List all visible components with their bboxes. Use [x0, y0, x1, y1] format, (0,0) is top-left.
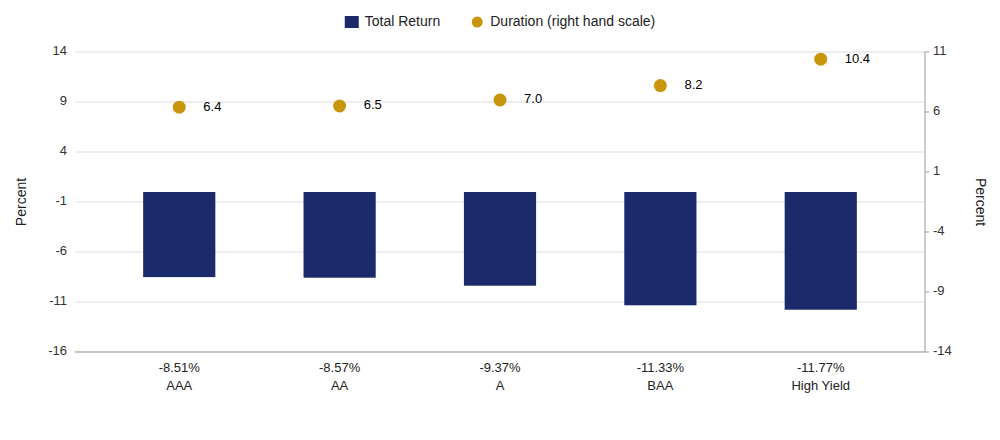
y2-tick — [925, 172, 929, 173]
grid-line — [75, 352, 925, 353]
dot-value-label: 6.5 — [364, 97, 382, 112]
y2-tick — [925, 52, 929, 53]
bar-value-label: -11.77% — [797, 360, 845, 375]
y-tick-label: 9 — [60, 93, 67, 108]
legend-label: Duration (right hand scale) — [490, 13, 655, 29]
y2-tick-label: -9 — [933, 283, 945, 298]
y2-tick-label: -14 — [933, 343, 952, 358]
page: {"chart_data": {"type": "bar", "categori… — [0, 0, 1000, 440]
y-tick-label: -6 — [55, 243, 67, 258]
bar — [304, 192, 376, 278]
bar-value-label: -9.37% — [479, 360, 521, 375]
chart-container: -16-11-6-14914-14-9-41611PercentPercent-… — [0, 0, 1000, 440]
bar — [785, 192, 857, 310]
y2-tick — [925, 352, 929, 353]
dot-value-label: 8.2 — [684, 77, 702, 92]
y-tick-label: -11 — [49, 293, 67, 308]
legend-item: Total Return — [345, 13, 440, 29]
y-tick-label: -1 — [55, 193, 67, 208]
legend: Total Return Duration (right hand scale) — [345, 13, 655, 29]
bar-value-label: -8.51% — [159, 360, 201, 375]
legend-swatch — [345, 16, 359, 28]
marks — [143, 53, 857, 310]
dot — [654, 79, 667, 92]
bar — [464, 192, 536, 286]
dot — [814, 53, 827, 66]
y2-tick-label: 1 — [933, 163, 940, 178]
grid-line — [75, 52, 925, 53]
dot — [494, 94, 507, 107]
x-tick-label: A — [496, 378, 505, 393]
bar-value-label: -11.33% — [637, 360, 685, 375]
dot — [333, 100, 346, 113]
bar-value-label: -8.57% — [319, 360, 361, 375]
dot — [173, 101, 186, 114]
x-axis-line — [75, 352, 925, 353]
y2-axis-line — [925, 52, 926, 352]
dot-value-label: 7.0 — [524, 91, 542, 106]
y-tick-label: -16 — [48, 343, 67, 358]
dot-value-label: 10.4 — [845, 51, 870, 66]
y2-tick-label: 11 — [933, 43, 947, 58]
x-tick-label: High Yield — [791, 378, 850, 393]
legend-swatch — [472, 17, 483, 28]
bar — [143, 192, 215, 277]
bar — [624, 192, 696, 305]
y2-tick — [925, 232, 929, 233]
x-tick-label: BAA — [647, 378, 673, 393]
y-tick-label: 14 — [53, 43, 67, 58]
y2-tick — [925, 112, 929, 113]
x-tick-label: AAA — [166, 378, 192, 393]
chart: -16-11-6-14914-14-9-41611PercentPercent-… — [0, 0, 1000, 440]
y-tick-label: 4 — [60, 143, 67, 158]
dot-value-label: 6.4 — [203, 99, 221, 114]
grid-line — [75, 152, 925, 153]
labels: -8.51% -8.57% -9.37% -11.33% -11.77% 6.4 6.5 7.… — [159, 51, 870, 375]
y2-tick-label: 6 — [933, 103, 940, 118]
y2-tick-label: -4 — [933, 223, 945, 238]
y2-axis-label: Percent — [973, 178, 989, 226]
legend-item: Duration (right hand scale) — [472, 13, 655, 29]
legend-label: Total Return — [365, 13, 440, 29]
y2-tick — [925, 292, 929, 293]
y-axis-label: Percent — [13, 178, 29, 226]
x-tick-label: AA — [331, 378, 349, 393]
